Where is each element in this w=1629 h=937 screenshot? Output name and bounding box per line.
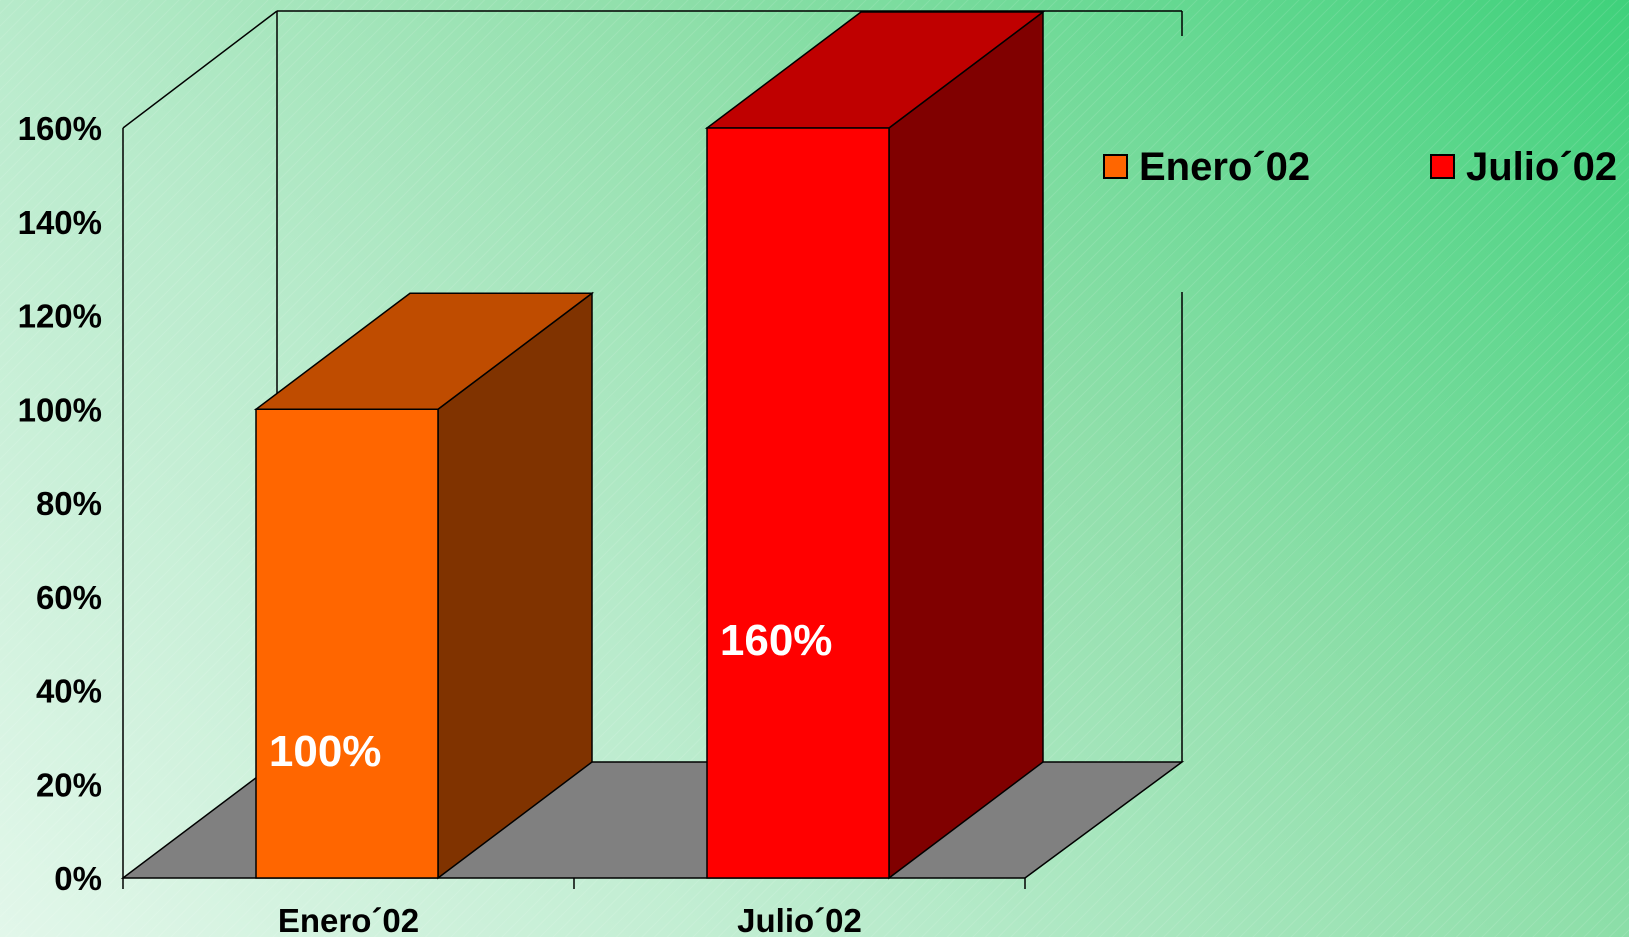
legend: Enero´02 Julio´02 (1103, 145, 1617, 189)
y-tick-label: 80% (36, 485, 102, 522)
y-tick-label: 20% (36, 766, 102, 803)
bar-front-face (706, 127, 890, 879)
y-axis: 0% 20% 40% 60% 80% 100% 120% 140% 160% (18, 110, 102, 897)
y-tick-label: 100% (18, 391, 102, 428)
side-wall-top-edge (122, 10, 278, 129)
legend-swatch (1103, 154, 1128, 179)
data-label: 160% (720, 616, 833, 665)
legend-label: Julio´02 (1466, 145, 1617, 189)
legend-label: Enero´02 (1139, 145, 1310, 189)
bar-enero: 100% (253, 291, 595, 880)
bar-front-face (255, 408, 439, 879)
bar-julio: 160% (704, 10, 1046, 880)
y-tick-label: 120% (18, 298, 102, 335)
x-tick-label: Enero´02 (278, 902, 419, 937)
y-tick-label: 60% (36, 579, 102, 616)
y-tick-label: 0% (54, 860, 102, 897)
y-tick-label: 140% (18, 204, 102, 241)
x-tick-label: Julio´02 (737, 902, 862, 937)
legend-item-julio: Julio´02 (1430, 145, 1617, 189)
data-label: 100% (269, 727, 382, 776)
legend-swatch (1430, 154, 1455, 179)
y-tick-label: 40% (36, 673, 102, 710)
y-tick-label: 160% (18, 110, 102, 147)
x-axis: Enero´02 Julio´02 (122, 878, 1026, 937)
legend-item-enero: Enero´02 (1103, 145, 1310, 189)
bars: 100% 160% (253, 10, 1046, 880)
bar-side-face (888, 10, 1044, 880)
